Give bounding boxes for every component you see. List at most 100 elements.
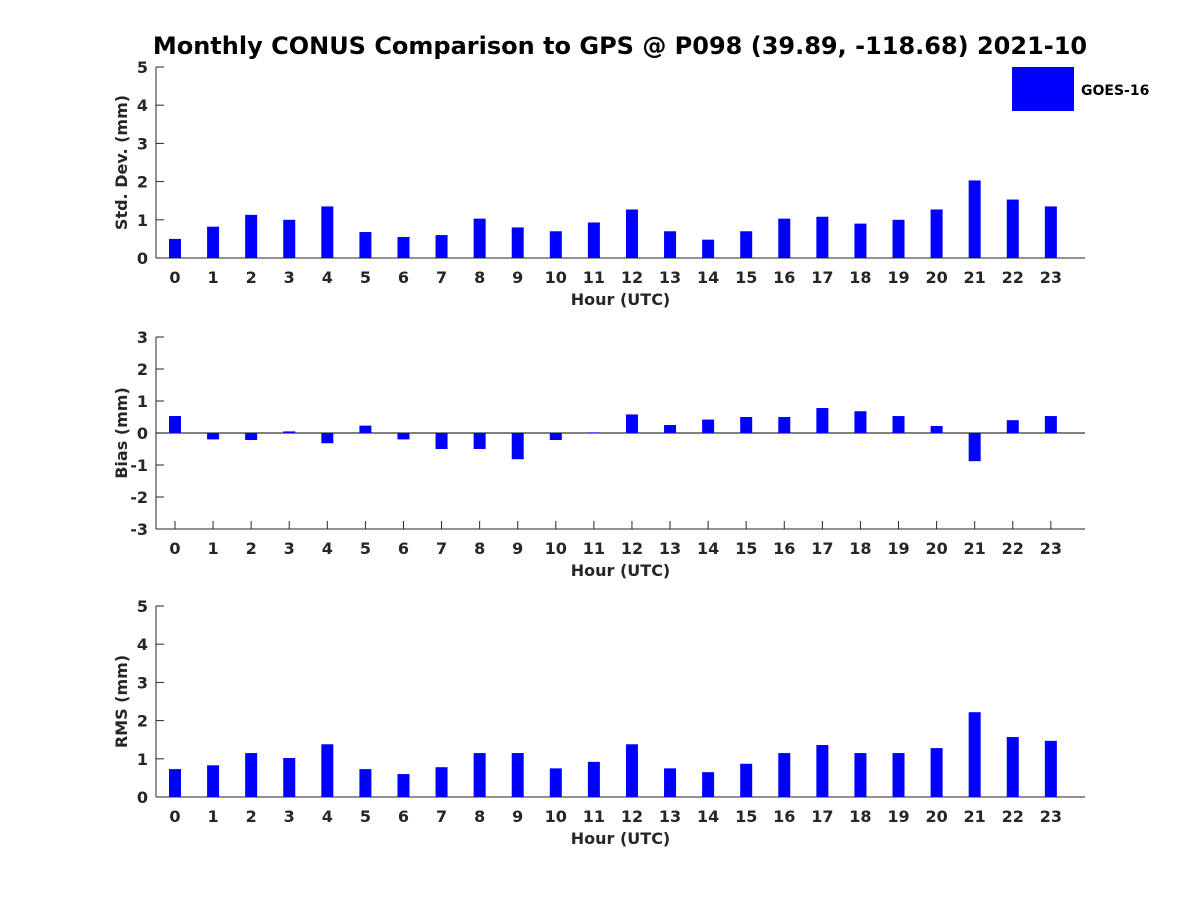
std-dev-x-tick-label: 3 <box>284 268 295 287</box>
std-dev-y-tick-label: 2 <box>137 173 148 192</box>
std-dev-y-tick-label: 0 <box>137 249 148 268</box>
rms-bar-hour-21 <box>968 712 981 797</box>
std-dev-bar-hour-19 <box>892 219 905 258</box>
bias-x-tick-label: 13 <box>659 539 681 558</box>
std-dev-x-tick-label: 5 <box>360 268 371 287</box>
std-dev-x-tick-label: 19 <box>887 268 909 287</box>
rms-bar-hour-13 <box>664 768 677 797</box>
rms-x-tick-label: 6 <box>398 807 409 826</box>
rms-x-tick-label: 20 <box>925 807 947 826</box>
rms-y-tick-label: 1 <box>137 750 148 769</box>
bias-x-tick-label: 3 <box>284 539 295 558</box>
bias-x-tick-label: 1 <box>208 539 219 558</box>
bias-x-tick-label: 0 <box>169 539 180 558</box>
rms-x-tick-label: 7 <box>436 807 447 826</box>
bias-bar-hour-6 <box>397 433 410 440</box>
bias-y-tick-label: 2 <box>137 360 148 379</box>
std-dev-y-tick-label: 4 <box>137 96 148 115</box>
std-dev-y-tick-label: 3 <box>137 134 148 153</box>
bias-x-tick-label: 5 <box>360 539 371 558</box>
rms-y-tick-label: 0 <box>137 788 148 807</box>
bias-y-tick-label: -1 <box>130 456 148 475</box>
std-dev-y-tick-label: 1 <box>137 211 148 230</box>
std-dev-bar-hour-6 <box>397 236 410 258</box>
rms-bar-hour-23 <box>1044 740 1057 797</box>
bias-bar-hour-1 <box>207 433 220 440</box>
std-dev-x-tick-label: 0 <box>169 268 180 287</box>
std-dev-x-tick-label: 15 <box>735 268 757 287</box>
std-dev-x-tick-label: 10 <box>545 268 567 287</box>
rms-x-tick-label: 3 <box>284 807 295 826</box>
std-dev-x-tick-label: 23 <box>1040 268 1062 287</box>
rms-y-axis-label: RMS (mm) <box>112 655 131 748</box>
rms-y-tick-label: 3 <box>137 673 148 692</box>
bias-x-tick-label: 2 <box>246 539 257 558</box>
rms-bar-hour-17 <box>816 745 829 797</box>
rms-bar-hour-16 <box>778 753 791 797</box>
std-dev-bar-hour-16 <box>778 218 791 258</box>
rms-x-tick-label: 9 <box>512 807 523 826</box>
std-dev-bar-hour-22 <box>1006 199 1019 258</box>
legend: GOES-16 <box>1012 67 1149 111</box>
std-dev-x-tick-label: 20 <box>925 268 947 287</box>
bias-bar-hour-16 <box>778 417 791 433</box>
std-dev-x-tick-label: 9 <box>512 268 523 287</box>
bias-bar-hour-20 <box>930 425 943 433</box>
bias-x-tick-label: 7 <box>436 539 447 558</box>
bias-x-tick-label: 22 <box>1002 539 1024 558</box>
std-dev-bar-hour-2 <box>245 214 258 258</box>
std-dev-x-tick-label: 18 <box>849 268 871 287</box>
bias-x-tick-label: 10 <box>545 539 567 558</box>
bias-bar-hour-7 <box>435 433 448 449</box>
rms-bar-hour-3 <box>283 758 296 797</box>
std-dev-x-tick-label: 11 <box>583 268 605 287</box>
bias-x-tick-label: 15 <box>735 539 757 558</box>
rms-x-tick-label: 17 <box>811 807 833 826</box>
std-dev-bar-hour-20 <box>930 209 943 258</box>
rms-bar-hour-15 <box>740 763 753 797</box>
std-dev-x-axis-label: Hour (UTC) <box>571 290 671 309</box>
bias-x-tick-label: 16 <box>773 539 795 558</box>
rms-x-tick-label: 13 <box>659 807 681 826</box>
bias-bar-hour-5 <box>359 425 372 433</box>
std-dev-x-tick-label: 8 <box>474 268 485 287</box>
legend-swatch-goes-16 <box>1012 67 1074 111</box>
rms-bar-hour-0 <box>169 769 181 797</box>
bias-bar-hour-14 <box>702 419 715 433</box>
std-dev-bar-hour-13 <box>664 231 677 258</box>
rms-bar-hour-5 <box>359 769 372 797</box>
rms-x-tick-label: 10 <box>545 807 567 826</box>
legend-label-goes-16: GOES-16 <box>1081 83 1149 99</box>
std-dev-bar-hour-23 <box>1044 206 1057 258</box>
bias-bar-hour-2 <box>245 433 258 441</box>
bias-bar-hour-12 <box>625 414 638 433</box>
bias-bar-hour-13 <box>664 425 677 433</box>
bias-x-tick-label: 11 <box>583 539 605 558</box>
std-dev-bar-hour-1 <box>207 226 220 258</box>
rms-bar-hour-1 <box>207 765 220 797</box>
rms-x-tick-label: 23 <box>1040 807 1062 826</box>
bias-bar-hour-10 <box>549 433 562 441</box>
rms-y-tick-label: 2 <box>137 712 148 731</box>
bias-bar-hour-23 <box>1044 416 1057 433</box>
bias-y-tick-label: 3 <box>137 328 148 347</box>
rms-bar-hour-12 <box>625 744 638 797</box>
bias-x-tick-label: 21 <box>964 539 986 558</box>
bias-y-tick-label: 0 <box>137 424 148 443</box>
bias-x-tick-label: 17 <box>811 539 833 558</box>
rms-x-tick-label: 1 <box>208 807 219 826</box>
bias-y-tick-label: -2 <box>130 488 148 507</box>
rms-x-tick-label: 21 <box>964 807 986 826</box>
bias-y-tick-label: -3 <box>130 520 148 539</box>
std-dev-bar-hour-4 <box>321 206 334 258</box>
std-dev-y-axis-label: Std. Dev. (mm) <box>112 95 131 230</box>
rms-x-tick-label: 12 <box>621 807 643 826</box>
std-dev-x-tick-label: 1 <box>208 268 219 287</box>
bias-x-tick-label: 9 <box>512 539 523 558</box>
bias-bar-hour-21 <box>968 433 981 462</box>
rms-x-tick-label: 5 <box>360 807 371 826</box>
